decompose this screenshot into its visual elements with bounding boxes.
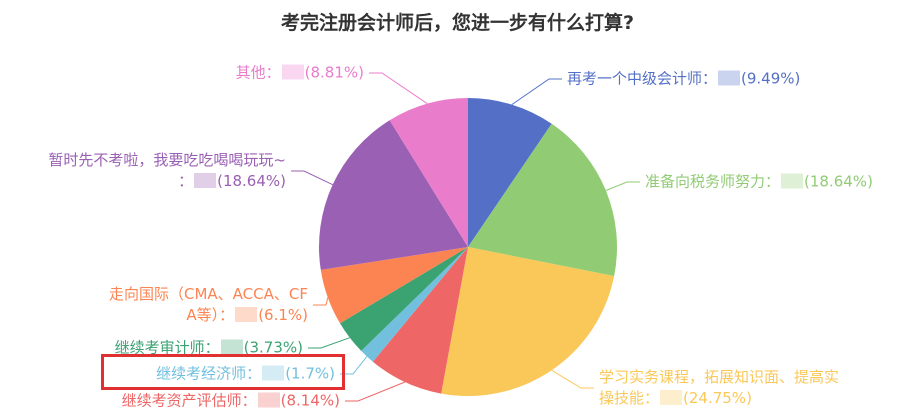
leader-line-6: [313, 297, 329, 306]
leader-line-2: [551, 369, 594, 389]
pie-slice-6[interactable]: [320, 247, 468, 324]
leader-line-4: [340, 356, 368, 375]
leader-line-8: [369, 72, 428, 105]
leader-line-3: [345, 381, 406, 402]
pie-slice-5[interactable]: [339, 247, 468, 351]
pie-slice-0[interactable]: [468, 98, 552, 247]
leader-line-1: [605, 181, 640, 191]
pie-slice-4[interactable]: [361, 247, 468, 362]
pie-slice-1[interactable]: [468, 123, 618, 277]
pie-slice-2[interactable]: [441, 247, 615, 397]
pie-slice-7[interactable]: [318, 120, 468, 270]
leader-line-5: [308, 337, 350, 349]
pie-slice-8[interactable]: [389, 98, 468, 247]
pie-slice-3[interactable]: [372, 247, 468, 394]
leader-line-0: [511, 78, 562, 106]
chart-title: 考完注册会计师后，您进一步有什么打算?: [280, 12, 635, 34]
leader-line-7: [291, 170, 333, 186]
